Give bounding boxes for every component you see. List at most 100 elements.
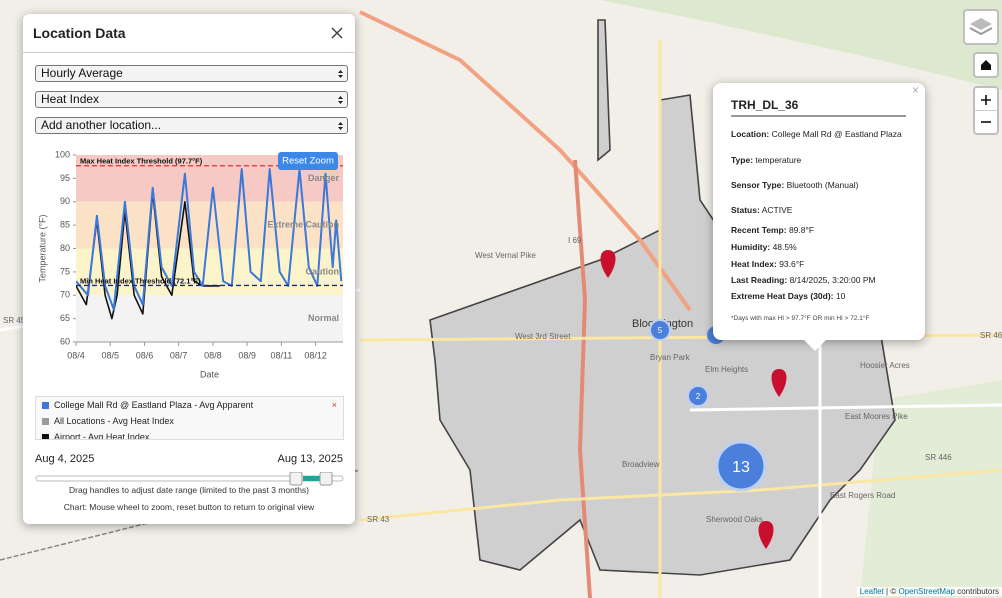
map-label: Sherwood Oaks [706,515,763,524]
band [76,295,343,342]
popup-value: College Mall Rd @ Eastland Plaza [772,129,902,139]
popup-title: TRH_DL_36 [731,98,799,112]
map-label: East Rogers Road [830,491,895,500]
zoom-control[interactable] [973,86,999,135]
map-label: Hoosier Acres [860,361,910,370]
divider [23,52,355,53]
select[interactable]: Add another location... [35,117,348,134]
popup-close[interactable]: × [912,83,919,97]
road [689,403,1002,412]
y-tick-label: 100 [55,149,70,159]
popup-tip [803,339,827,351]
close-button[interactable] [330,26,344,40]
layers-button[interactable] [963,9,999,45]
attribution-link[interactable]: Leaflet [859,587,884,596]
slider-handle[interactable] [319,472,333,486]
legend-label: College Mall Rd @ Eastland Plaza - Avg A… [54,400,254,410]
slider-track [35,475,344,482]
popup-label: Humidity: [731,242,770,252]
pin[interactable] [758,521,774,549]
location-panel: Location Data Hourly Average Heat Index … [23,14,355,524]
x-tick-label: 08/8 [204,350,222,360]
band-label: Normal [308,313,339,323]
popup-row: Heat Index: 93.6°F [731,259,804,269]
x-axis-title: Date [200,369,219,379]
map-label: West 3rd Street [515,332,571,341]
cluster[interactable] [649,319,671,341]
legend-label: All Locations - Avg Heat Index [54,416,174,426]
map-label: East Moores Pike [845,412,908,421]
popup-row: Type: temperature [731,155,802,165]
select-text: Heat Index [41,92,100,106]
start-date: Aug 4, 2025 [35,453,95,465]
popup-label: Status: [731,205,760,215]
remove-location[interactable]: × [331,400,337,410]
reset-zoom-button [278,152,338,170]
popup-label: Location: [731,129,769,139]
popup-label: Type: [731,155,753,165]
legend-swatch [42,434,49,439]
select-text: Add another location... [41,118,162,132]
legend-item: Airport - Avg Heat Index [36,430,343,440]
x-tick-label: 08/4 [67,350,85,360]
date-slider[interactable] [35,472,345,486]
reset-zoom-label: Reset Zoom [282,156,334,167]
legend-swatch [42,418,49,425]
y-tick-label: 75 [60,266,70,276]
y-tick-label: 70 [60,290,70,300]
y-tick-label: 60 [60,336,70,346]
map-label: Elm Heights [705,365,748,374]
popup-row: Humidity: 48.5% [731,242,797,252]
attribution-text: contributors [957,587,999,596]
popup-row: Recent Temp: 89.8°F [731,225,814,235]
x-tick-label: 08/12 [304,350,327,360]
city-boundary [597,19,611,162]
legend-item: All Locations - Avg Heat Index [36,414,343,429]
select[interactable]: Heat Index [35,91,348,108]
x-tick-label: 08/9 [238,350,256,360]
select[interactable]: Hourly Average [35,65,348,82]
map-label: SR 46 [980,331,1002,340]
attribution-link[interactable]: OpenStreetMap [898,587,955,596]
slider-range [303,476,327,481]
note: Chart: Mouse wheel to zoom, reset button… [63,502,315,512]
cluster-count: 2 [696,392,701,401]
popup-row: Last Reading: 8/14/2025, 3:20:00 PM [731,275,876,285]
home-button[interactable] [973,52,999,78]
popup-label: Recent Temp: [731,225,787,235]
reset-zoom[interactable]: Reset Zoom [278,152,338,170]
y-tick-label: 95 [60,173,70,183]
highway [359,10,692,312]
popup-value: ACTIVE [762,205,793,215]
popup-value: 10 [836,291,846,301]
x-tick-label: 08/7 [170,350,188,360]
attribution-text: | © [886,587,897,596]
band-label: Caution [306,266,340,276]
pin[interactable] [771,369,787,397]
select-text: Hourly Average [41,66,123,80]
popup-row: Location: College Mall Rd @ Eastland Pla… [731,129,902,139]
popup-content: TRH_DL_36 × Location: College Mall Rd @ … [731,83,919,322]
map-label: I 69 [568,236,582,245]
cluster-count: 5 [658,326,663,335]
panel-title: Location Data [33,25,126,41]
legend-swatch [42,402,49,409]
green-area [360,0,1002,90]
chart[interactable]: Danger Extreme Caution Caution Normal 60 65 70… [23,140,355,390]
band-label: Danger [308,173,340,183]
popup-label: Last Reading: [731,275,787,285]
cluster[interactable] [715,440,767,492]
pin[interactable] [600,250,616,278]
y-tick-label: 65 [60,313,70,323]
y-tick-label: 90 [60,196,70,206]
popup-label: Sensor Type: [731,180,784,190]
cluster[interactable] [687,385,709,407]
attribution: Leaflet | © OpenStreetMap contributors [856,587,1002,596]
legend-label: Airport - Avg Heat Index [54,432,150,440]
highway [573,159,592,598]
popup-row: Sensor Type: Bluetooth (Manual) [731,180,859,190]
slider-handle[interactable] [289,472,303,486]
popup-value: Bluetooth (Manual) [787,180,859,190]
cluster-count: 13 [732,459,750,476]
popup-row: Status: ACTIVE [731,205,793,215]
